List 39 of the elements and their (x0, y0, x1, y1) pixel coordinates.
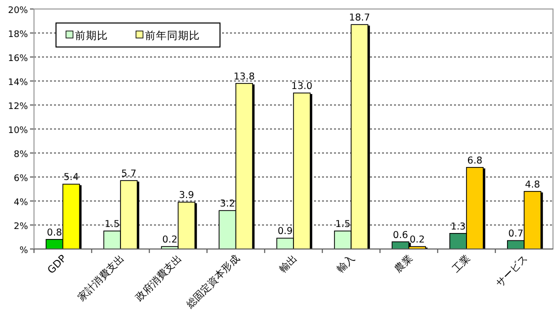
legend-label: 前年同期比 (145, 29, 200, 42)
y-tick-label: 20% (8, 6, 28, 16)
y-tick-label: % (19, 246, 28, 256)
data-label: 3.9 (178, 190, 194, 202)
data-label: 0.8 (46, 227, 62, 238)
x-tick-label: 総固定資本形成 (183, 252, 242, 312)
data-label: 5.7 (121, 168, 136, 180)
data-label: 13.8 (234, 71, 255, 82)
y-tick-label: 16% (8, 54, 28, 64)
data-label: 1.5 (335, 219, 350, 230)
y-tick-label: 8% (14, 150, 28, 160)
y-tick-label: 18% (8, 30, 28, 40)
data-label: 18.7 (348, 12, 370, 24)
x-tick-label: 政府消費支出 (133, 252, 184, 304)
x-tick-label: 輸出 (276, 252, 300, 276)
data-label: 13.0 (291, 81, 312, 92)
data-label: 5.4 (64, 172, 79, 184)
legend-label: 前期比 (75, 29, 108, 42)
x-tick-label: 輸入 (334, 252, 358, 276)
data-label: 0.6 (392, 230, 408, 241)
x-tick-label: サービス (494, 253, 530, 290)
y-tick-label: 4% (14, 198, 28, 208)
data-label: 1.5 (104, 219, 120, 230)
data-label: 0.2 (410, 234, 425, 246)
y-tick-label: 2% (14, 222, 28, 232)
data-label: 1.3 (450, 221, 466, 232)
data-label: 3.2 (220, 198, 236, 210)
data-label: 0.9 (278, 226, 293, 238)
data-label: 0.2 (162, 234, 178, 246)
data-label: 6.8 (467, 155, 482, 166)
y-tick-label: 6% (14, 174, 28, 184)
data-label: 0.7 (508, 228, 524, 240)
data-label: 4.8 (524, 179, 540, 190)
x-tick-label: 工業 (450, 252, 473, 276)
x-tick-label: 家計消費支出 (76, 252, 127, 304)
y-tick-label: 12% (8, 102, 28, 112)
x-tick-label: 農業 (392, 252, 415, 276)
y-tick-label: 14% (8, 78, 28, 88)
y-tick-label: 10% (8, 126, 28, 136)
